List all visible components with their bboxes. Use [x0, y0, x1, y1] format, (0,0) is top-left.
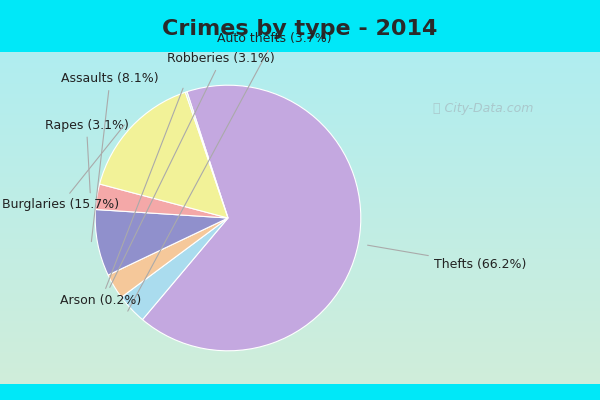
Text: Burglaries (15.7%): Burglaries (15.7%)	[2, 125, 124, 211]
Text: ⓘ City-Data.com: ⓘ City-Data.com	[433, 102, 533, 115]
Text: Assaults (8.1%): Assaults (8.1%)	[61, 72, 159, 242]
Text: Thefts (66.2%): Thefts (66.2%)	[368, 245, 526, 271]
Text: Robberies (3.1%): Robberies (3.1%)	[110, 52, 275, 287]
Text: Auto thefts (3.7%): Auto thefts (3.7%)	[128, 32, 332, 311]
Text: Arson (0.2%): Arson (0.2%)	[61, 88, 183, 307]
Wedge shape	[142, 85, 361, 351]
Wedge shape	[121, 218, 228, 320]
Wedge shape	[185, 92, 228, 218]
Wedge shape	[95, 184, 228, 218]
Text: Crimes by type - 2014: Crimes by type - 2014	[163, 18, 437, 39]
Wedge shape	[108, 218, 228, 297]
Text: Rapes (3.1%): Rapes (3.1%)	[44, 118, 128, 193]
Wedge shape	[100, 92, 228, 218]
Wedge shape	[95, 210, 228, 275]
